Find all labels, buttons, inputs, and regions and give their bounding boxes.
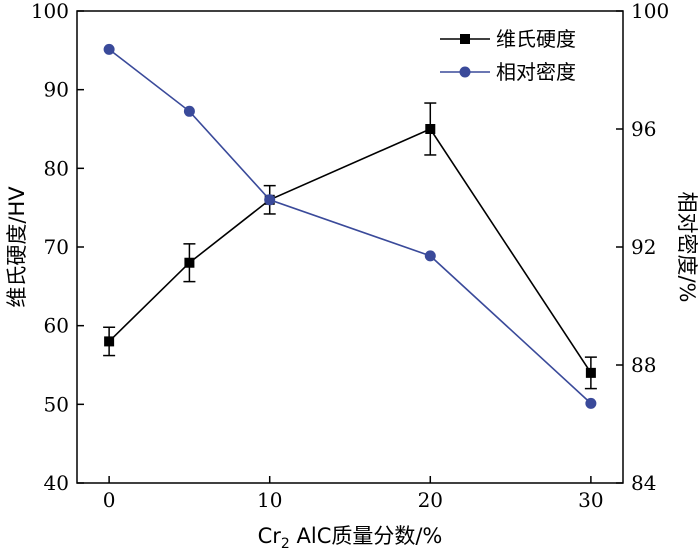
- right-y-tick-label: 92: [631, 235, 656, 259]
- legend-item-2: 相对密度: [440, 60, 576, 84]
- x-axis-title: Cr2 AlC质量分数/%: [258, 524, 443, 552]
- left-y-tick-label: 60: [44, 314, 69, 338]
- series-layer: [103, 43, 597, 409]
- data-point-square: [585, 367, 596, 378]
- legend-label: 相对密度: [496, 60, 576, 84]
- x-tick-label: 0: [103, 488, 116, 512]
- legend-marker-square: [460, 34, 470, 44]
- data-point-circle: [264, 194, 276, 206]
- data-point-square: [184, 257, 195, 268]
- left-y-tick-label: 100: [31, 0, 69, 23]
- right-y-tick-label: 96: [631, 117, 656, 141]
- left-axis-title: 维氏硬度/HV: [5, 186, 29, 308]
- right-y-tick-label: 100: [631, 0, 669, 23]
- left-y-tick-label: 80: [44, 156, 69, 180]
- data-point-circle: [424, 250, 436, 262]
- x-tick-label: 10: [257, 488, 282, 512]
- x-axis-title-main: Cr: [258, 524, 282, 548]
- right-y-tick-label: 88: [631, 353, 656, 377]
- right-axis-title: 相对密度/%: [675, 191, 699, 302]
- x-tick-label: 30: [578, 488, 603, 512]
- left-y-tick-label: 50: [44, 392, 69, 416]
- x-axis-title-subscript: 2: [281, 536, 290, 552]
- left-y-tick-label: 70: [44, 235, 69, 259]
- x-axis-title-rest: AlC质量分数/%: [290, 524, 443, 548]
- legend-marker-circle: [459, 66, 471, 78]
- data-point-circle: [183, 105, 195, 117]
- left-y-tick-label: 40: [44, 471, 69, 495]
- left-axis-ticks: 40 50 60 70 80 90 100: [31, 0, 84, 495]
- series-1: [103, 102, 597, 390]
- data-point-square: [425, 124, 436, 134]
- left-y-tick-label: 90: [44, 78, 69, 102]
- right-y-tick-label: 84: [631, 471, 656, 495]
- series-2: [103, 43, 597, 409]
- data-point-circle: [585, 397, 597, 409]
- data-point-circle: [103, 43, 115, 55]
- data-point-square: [104, 336, 115, 347]
- legend-label: 维氏硬度: [496, 27, 576, 51]
- x-axis-ticks: 0 10 20 30: [103, 476, 604, 512]
- series-line: [108, 48, 592, 404]
- right-axis-ticks: 84 88 92 96 100: [616, 0, 669, 495]
- x-tick-label: 20: [418, 488, 443, 512]
- legend-item-1: 维氏硬度: [440, 27, 576, 51]
